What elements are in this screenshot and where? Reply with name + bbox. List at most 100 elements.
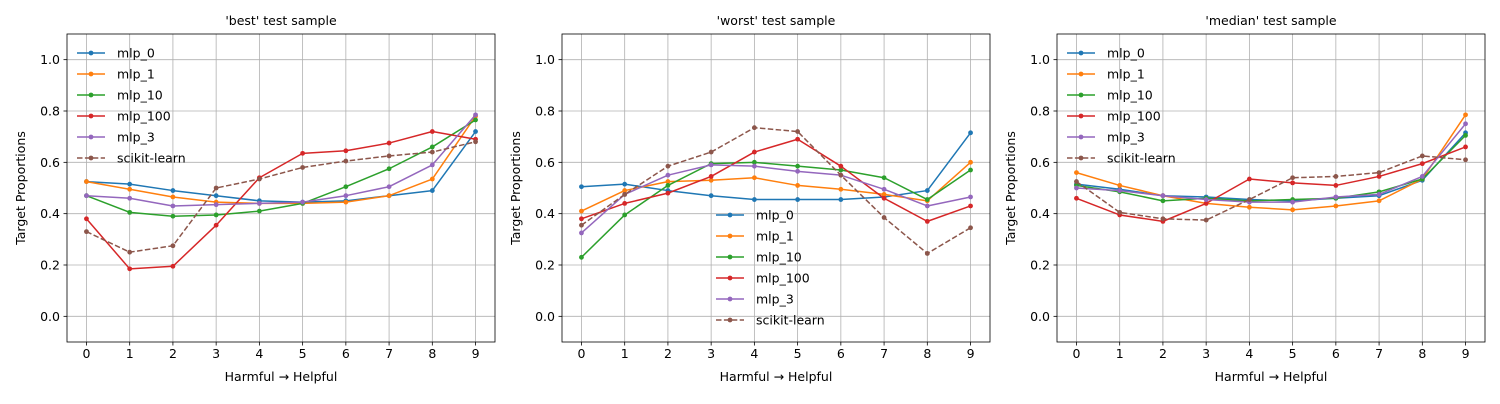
y-tick-label: 0.0 bbox=[40, 309, 60, 324]
y-axis-label: Target Proportions bbox=[13, 131, 28, 246]
x-tick-label: 9 bbox=[472, 346, 480, 361]
x-tick-label: 2 bbox=[1159, 346, 1167, 361]
x-tick-label: 4 bbox=[1245, 346, 1253, 361]
data-point-mlp_3 bbox=[968, 194, 973, 200]
data-point-mlp_10 bbox=[881, 175, 887, 181]
legend-label: mlp_3 bbox=[1107, 130, 1145, 145]
y-tick-label: 0.8 bbox=[1030, 104, 1050, 119]
legend-marker-mlp_0 bbox=[1078, 50, 1084, 56]
data-point-mlp_10 bbox=[343, 184, 349, 190]
data-point-scikit-learn bbox=[795, 129, 801, 134]
data-point-mlp_0 bbox=[838, 197, 844, 202]
data-point-mlp_3 bbox=[1419, 174, 1425, 179]
legend-marker-mlp_0 bbox=[727, 212, 733, 218]
data-point-mlp_10 bbox=[622, 212, 628, 218]
y-tick-label: 1.0 bbox=[535, 52, 555, 67]
x-tick-label: 8 bbox=[923, 346, 931, 361]
data-point-mlp_100 bbox=[343, 148, 349, 154]
data-point-mlp_10 bbox=[386, 166, 392, 172]
data-point-mlp_3 bbox=[795, 168, 801, 174]
data-point-scikit-learn bbox=[127, 249, 133, 255]
data-point-mlp_1 bbox=[1333, 203, 1339, 209]
data-point-mlp_0 bbox=[924, 188, 930, 193]
data-point-mlp_3 bbox=[881, 186, 887, 192]
data-point-mlp_10 bbox=[170, 213, 176, 219]
data-point-mlp_100 bbox=[386, 140, 392, 146]
y-axis-label: Target Proportions bbox=[508, 131, 523, 246]
data-point-scikit-learn bbox=[256, 176, 262, 182]
data-point-scikit-learn bbox=[343, 158, 349, 164]
data-point-mlp_1 bbox=[795, 183, 801, 188]
axes-frame bbox=[1056, 33, 1486, 343]
x-tick-label: 0 bbox=[577, 346, 585, 361]
y-tick-label: 0.4 bbox=[1030, 206, 1050, 221]
legend-marker-mlp_3 bbox=[727, 296, 733, 302]
data-point-mlp_1 bbox=[343, 199, 349, 205]
data-point-scikit-learn bbox=[1419, 153, 1425, 159]
legend-marker-mlp_100 bbox=[1078, 113, 1084, 119]
y-tick-label: 0.2 bbox=[535, 258, 555, 273]
legend-label: mlp_3 bbox=[756, 292, 794, 307]
data-point-mlp_3 bbox=[665, 172, 671, 178]
data-point-mlp_3 bbox=[1160, 193, 1166, 199]
series-line-mlp_10 bbox=[580, 161, 971, 258]
data-point-scikit-learn bbox=[1160, 216, 1166, 222]
data-point-mlp_10 bbox=[838, 167, 844, 173]
data-point-mlp_1 bbox=[751, 175, 757, 181]
data-point-mlp_1 bbox=[1290, 207, 1296, 213]
data-point-scikit-learn bbox=[838, 172, 844, 178]
axes-frame bbox=[66, 33, 496, 343]
data-point-mlp_1 bbox=[127, 186, 133, 192]
data-point-mlp_100 bbox=[708, 174, 714, 179]
data-point-scikit-learn bbox=[300, 165, 306, 170]
data-point-mlp_3 bbox=[213, 202, 219, 208]
data-point-mlp_0 bbox=[473, 129, 478, 134]
data-point-scikit-learn bbox=[1376, 170, 1382, 176]
data-point-mlp_1 bbox=[386, 193, 392, 199]
x-tick-label: 9 bbox=[967, 346, 975, 361]
x-tick-label: 3 bbox=[707, 346, 715, 361]
data-point-mlp_3 bbox=[1074, 185, 1079, 191]
series-line-mlp_10 bbox=[86, 119, 476, 217]
x-tick-label: 8 bbox=[1418, 346, 1426, 361]
data-point-scikit-learn bbox=[84, 229, 89, 235]
data-point-mlp_3 bbox=[1117, 188, 1123, 193]
data-point-scikit-learn bbox=[1117, 209, 1123, 215]
data-point-mlp_0 bbox=[579, 184, 584, 190]
y-tick-label: 0.0 bbox=[1030, 309, 1050, 324]
series-line-scikit-learn bbox=[86, 141, 476, 253]
data-point-mlp_10 bbox=[924, 197, 930, 202]
data-point-mlp_1 bbox=[1376, 198, 1382, 204]
legend-label: scikit-learn bbox=[756, 313, 825, 328]
data-point-mlp_1 bbox=[84, 179, 89, 184]
data-point-mlp_1 bbox=[708, 177, 714, 183]
y-tick-label: 0.0 bbox=[535, 309, 555, 324]
legend-marker-scikit-learn bbox=[88, 155, 94, 161]
x-tick-label: 2 bbox=[169, 346, 177, 361]
data-point-mlp_0 bbox=[429, 188, 435, 193]
y-tick-label: 0.8 bbox=[40, 104, 60, 119]
data-point-mlp_100 bbox=[665, 190, 671, 196]
data-point-mlp_100 bbox=[795, 136, 801, 142]
data-point-mlp_0 bbox=[751, 197, 757, 202]
data-point-scikit-learn bbox=[386, 153, 392, 159]
data-point-mlp_1 bbox=[968, 159, 973, 165]
data-point-mlp_100 bbox=[579, 216, 584, 222]
legend-marker-mlp_10 bbox=[1078, 92, 1084, 98]
x-tick-label: 4 bbox=[750, 346, 758, 361]
legend-marker-mlp_1 bbox=[727, 233, 733, 239]
y-tick-label: 0.6 bbox=[535, 155, 555, 170]
series-line-scikit-learn bbox=[581, 126, 971, 255]
x-tick-label: 5 bbox=[299, 346, 307, 361]
data-point-mlp_3 bbox=[1376, 192, 1382, 197]
legend-marker-mlp_3 bbox=[88, 134, 94, 140]
chart-title: 'best' test sample bbox=[225, 13, 337, 28]
legend-marker-scikit-learn bbox=[1078, 155, 1084, 161]
legend-marker-mlp_100 bbox=[727, 275, 733, 281]
legend-marker-scikit-learn bbox=[727, 317, 733, 323]
data-point-mlp_1 bbox=[665, 179, 671, 184]
data-point-mlp_3 bbox=[386, 184, 392, 190]
data-point-mlp_100 bbox=[968, 203, 973, 209]
data-point-scikit-learn bbox=[924, 251, 930, 256]
